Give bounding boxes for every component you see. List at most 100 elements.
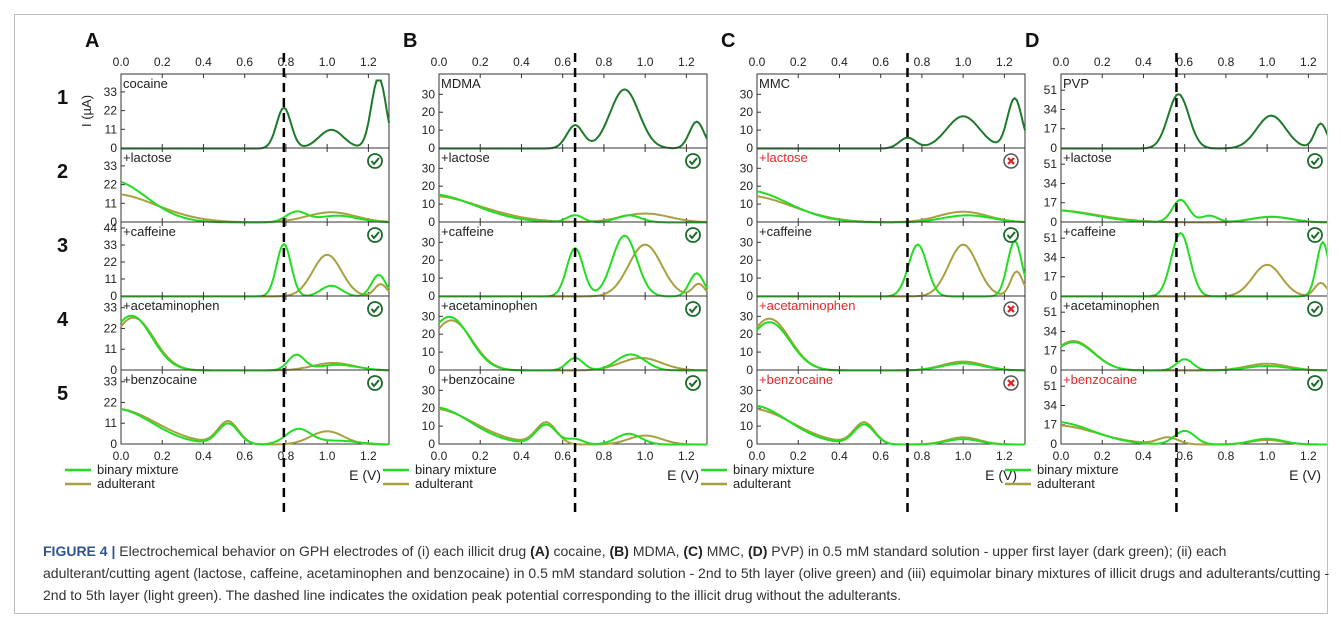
panel-a-row-3-adulterant-line: [121, 253, 390, 298]
panel-c-row-3-label: +caffeine: [759, 224, 812, 239]
panel-b-row-4-mixture-line: [438, 315, 707, 372]
row-number-5: 5: [57, 383, 68, 405]
panel-d-row-5-mixture-line: [1060, 421, 1327, 446]
panel-b-ytick-label: 10: [422, 197, 436, 211]
panel-a-top-tick-label: 1.2: [360, 55, 377, 69]
panel-d-ytick-label: 17: [1044, 418, 1058, 432]
panel-a-row-3-label: +caffeine: [123, 224, 176, 239]
panel-d-bottom-tick-label: 1.0: [1259, 449, 1276, 463]
panel-c-bottom-tick-label: 0.2: [790, 449, 807, 463]
panel-d-top-tick-label: 0.8: [1218, 55, 1235, 69]
check-mark-icon: [370, 379, 380, 388]
panel-d-bottom-tick-label: 0.0: [1053, 449, 1070, 463]
panel-c-bottom-tick-label: 1.0: [955, 449, 972, 463]
panel-b-row-2-label: +lactose: [441, 150, 490, 165]
panel-c-row-3-mixture-line: [757, 239, 1026, 298]
panel-b-top-tick-label: 1.2: [678, 55, 695, 69]
panel-d-top-tick-label: 1.2: [1300, 55, 1317, 69]
panel-a-ytick-label: 22: [104, 255, 118, 269]
panel-letter-b: B: [403, 30, 417, 52]
panel-d-legend-adulterant-label: adulterant: [1037, 476, 1095, 491]
check-circle-icon: [367, 153, 383, 169]
panel-d-ytick-label: 34: [1044, 102, 1058, 116]
panel-b-row-2-mixture-line: [438, 193, 707, 224]
panel-c-row-4-label: +acetaminophen: [759, 298, 856, 313]
panel-c-bottom-tick-label: 1.2: [996, 449, 1013, 463]
check-mark-icon: [1310, 157, 1320, 166]
panel-a-ytick-label: 33: [104, 159, 118, 173]
panel-c-row-2-mixture-line: [756, 190, 1026, 224]
panel-a-ytick-label: 0: [110, 363, 117, 377]
panel-d-row-3-mixture-line: [1061, 231, 1327, 298]
panel-a-ytick-label: 44: [104, 221, 118, 235]
panel-c-row-2-label: +lactose: [759, 150, 808, 165]
panel-c-top-tick-label: 1.0: [955, 55, 972, 69]
panel-c-ytick-label: 0: [746, 289, 753, 303]
panel-b-ytick-label: 0: [428, 215, 435, 229]
panel-c-ytick-label: 20: [740, 327, 754, 341]
panel-c-row-1-label: MMC: [759, 76, 790, 91]
check-circle-icon: [1307, 375, 1323, 391]
caption-text-4: MDMA,: [628, 543, 684, 559]
check-circle-icon: [685, 227, 701, 243]
panel-a-row-1-label: cocaine: [123, 76, 168, 91]
check-circle-icon: [685, 153, 701, 169]
panel-c-ytick-label: 20: [740, 253, 754, 267]
check-circle-icon: [685, 375, 701, 391]
panel-c-top-tick-label: 1.2: [996, 55, 1013, 69]
panel-b-legend-adulterant-label: adulterant: [415, 476, 473, 491]
caption-text-5: (C): [683, 543, 703, 559]
panel-d-row-2-label: +lactose: [1063, 150, 1112, 165]
caption-text-1: (A): [530, 543, 550, 559]
panel-d-row-1-label: PVP: [1063, 76, 1089, 91]
panel-d-top-tick-label: 0.6: [1176, 55, 1193, 69]
panel-c-top-tick-label: 0.2: [790, 55, 807, 69]
figure-caption: FIGURE 4 | Electrochemical behavior on G…: [43, 540, 1333, 606]
panel-b-ytick-label: 30: [422, 383, 436, 397]
panel-b-top-tick-label: 0.4: [513, 55, 530, 69]
panel-d-row-4-mixture-line: [1060, 341, 1327, 372]
panel-b-row-3-mixture-line: [439, 234, 708, 298]
cross-mark-icon: [1007, 157, 1015, 165]
panel-a-top-tick-label: 0.4: [195, 55, 212, 69]
panel-a-top-tick-label: 0.0: [113, 55, 130, 69]
panel-a-top-tick-label: 0.6: [236, 55, 253, 69]
check-circle-icon: [367, 227, 383, 243]
panel-a-ytick-label: 11: [105, 196, 118, 210]
panel-b-bottom-tick-label: 0.2: [472, 449, 489, 463]
panel-letter-a: A: [85, 30, 99, 52]
panel-c-row-4-mixture-line: [756, 321, 1025, 372]
panel-a-legend-mixture-label: binary mixture: [97, 462, 179, 477]
panel-c-row-5-mixture-line: [756, 404, 1025, 446]
panel-b-ytick-label: 20: [422, 105, 436, 119]
panel-c-ytick-label: 10: [740, 271, 754, 285]
panel-b-ytick-label: 10: [422, 345, 436, 359]
panel-d-row-1-frame: [1060, 73, 1327, 149]
panel-b-bottom-tick-label: 0.0: [431, 449, 448, 463]
panel-b-row-4-adulterant-line: [438, 319, 707, 372]
panel-a-ytick-label: 22: [104, 395, 118, 409]
panel-b-row-4-label: +acetaminophen: [441, 298, 538, 313]
panel-b-ytick-label: 20: [422, 401, 436, 415]
panel-a-ytick-label: 33: [104, 85, 118, 99]
panel-b-ytick-label: 20: [422, 327, 436, 341]
panel-a-row-4-mixture-line: [120, 314, 390, 372]
panel-a-ytick-label: 0: [110, 141, 117, 155]
panel-b-row-2-adulterant-line: [438, 195, 708, 224]
panel-d-row-3-adulterant-line: [1061, 263, 1327, 298]
check-mark-icon: [688, 157, 698, 166]
panel-c-bottom-tick-label: 0.4: [831, 449, 848, 463]
panel-d-ytick-label: 17: [1044, 344, 1058, 358]
panel-d-bottom-tick-label: 0.8: [1218, 449, 1235, 463]
panel-a-bottom-tick-label: 0.0: [113, 449, 130, 463]
ylabel: I (µA): [79, 95, 94, 127]
check-mark-icon: [370, 157, 380, 166]
panel-d-ytick-label: 51: [1044, 157, 1058, 171]
panel-a-ytick-label: 11: [105, 122, 118, 136]
panel-d-ytick-label: 51: [1044, 83, 1058, 97]
panel-c-ytick-label: 0: [746, 437, 753, 451]
panel-c-legend-mixture-label: binary mixture: [733, 462, 815, 477]
check-circle-icon: [367, 375, 383, 391]
panel-d-ytick-label: 0: [1050, 437, 1057, 451]
panel-a-bottom-tick-label: 1.2: [360, 449, 377, 463]
